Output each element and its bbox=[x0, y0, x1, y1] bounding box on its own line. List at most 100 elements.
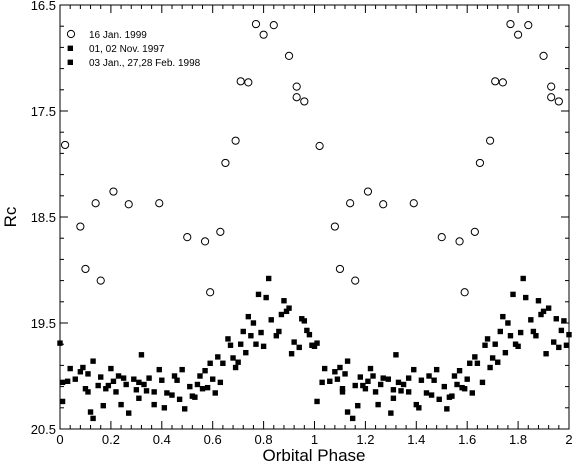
data-point-filled-square bbox=[360, 382, 366, 389]
data-point-open-circle bbox=[547, 93, 556, 102]
data-point-filled-square bbox=[469, 390, 475, 396]
x-tick-label: 1.6 bbox=[458, 432, 476, 447]
data-point-open-circle bbox=[221, 158, 230, 168]
data-point-filled-square bbox=[304, 327, 310, 334]
y-tick-label: 17.5 bbox=[31, 104, 56, 119]
data-point-filled-square bbox=[151, 389, 157, 395]
data-point-filled-square bbox=[100, 402, 106, 409]
data-point-open-circle bbox=[76, 222, 85, 231]
data-point-filled-square bbox=[136, 395, 142, 401]
data-point-open-circle bbox=[300, 97, 309, 106]
data-point-filled-square bbox=[411, 366, 417, 373]
data-point-open-circle bbox=[524, 21, 533, 30]
data-point-filled-square bbox=[370, 373, 376, 379]
data-point-filled-square bbox=[159, 377, 165, 383]
data-point-filled-square bbox=[433, 366, 440, 373]
data-point-open-circle bbox=[292, 93, 301, 102]
data-point-filled-square bbox=[566, 331, 572, 338]
data-point-filled-square bbox=[563, 342, 570, 348]
data-point-filled-square bbox=[533, 333, 539, 339]
data-point-filled-square bbox=[327, 378, 333, 384]
y-tick-label: 19.5 bbox=[31, 316, 56, 331]
data-point-filled-square bbox=[98, 374, 104, 380]
data-point-filled-square bbox=[431, 377, 437, 383]
data-point-open-circle bbox=[335, 264, 345, 274]
data-point-filled-square bbox=[59, 379, 66, 386]
data-point-filled-square bbox=[146, 375, 152, 381]
data-point-filled-square bbox=[416, 405, 422, 411]
data-point-filled-square bbox=[265, 275, 272, 282]
data-point-filled-square bbox=[352, 382, 358, 389]
data-point-filled-square bbox=[472, 354, 478, 360]
data-point-filled-square bbox=[332, 369, 338, 375]
data-point-filled-square bbox=[212, 390, 218, 396]
data-point-filled-square bbox=[413, 401, 419, 408]
data-point-filled-square bbox=[115, 373, 122, 379]
data-point-filled-square bbox=[454, 381, 460, 388]
data-point-filled-square bbox=[337, 364, 343, 371]
data-point-filled-square bbox=[118, 401, 124, 408]
data-point-filled-square bbox=[479, 379, 486, 386]
data-point-filled-square bbox=[398, 388, 404, 394]
y-tick-label: 20.5 bbox=[31, 422, 56, 437]
data-point-filled-square bbox=[400, 381, 407, 388]
data-point-open-circle bbox=[475, 158, 485, 168]
data-point-filled-square bbox=[444, 406, 450, 412]
data-point-filled-square bbox=[85, 389, 91, 395]
data-point-open-circle bbox=[547, 82, 556, 91]
data-point-filled-square bbox=[90, 358, 96, 364]
data-point-filled-square bbox=[528, 317, 534, 323]
data-point-filled-square bbox=[286, 305, 292, 311]
data-point-filled-square bbox=[232, 364, 239, 371]
data-point-filled-square bbox=[355, 402, 361, 409]
data-point-open-circle bbox=[206, 288, 215, 297]
data-point-filled-square bbox=[299, 316, 305, 322]
data-point-filled-square bbox=[253, 341, 259, 347]
data-point-open-circle bbox=[251, 19, 261, 29]
data-point-filled-square bbox=[204, 384, 211, 391]
data-point-filled-square bbox=[393, 352, 399, 358]
data-point-open-circle bbox=[109, 187, 118, 196]
data-point-filled-square bbox=[502, 349, 509, 356]
data-point-filled-square bbox=[258, 329, 264, 336]
data-point-filled-square bbox=[235, 359, 241, 365]
legend-label-series-1: 16 Jan. 1999 bbox=[89, 30, 147, 41]
data-point-filled-square bbox=[342, 371, 348, 377]
data-point-filled-square bbox=[67, 365, 73, 372]
data-point-filled-square bbox=[515, 343, 521, 350]
data-point-filled-square bbox=[339, 389, 346, 395]
data-point-open-circle bbox=[554, 97, 563, 106]
data-point-filled-square bbox=[202, 368, 208, 374]
data-point-open-circle bbox=[231, 136, 240, 145]
data-point-filled-square bbox=[199, 386, 206, 392]
data-point-filled-square bbox=[553, 316, 559, 322]
y-axis-title: Rc bbox=[1, 206, 20, 227]
data-point-open-circle bbox=[284, 51, 294, 60]
data-point-open-circle bbox=[351, 276, 360, 285]
data-point-filled-square bbox=[120, 375, 127, 381]
data-point-filled-square bbox=[495, 359, 501, 365]
data-point-open-circle bbox=[330, 222, 339, 231]
data-point-filled-square bbox=[375, 401, 381, 408]
data-point-filled-square bbox=[197, 373, 203, 379]
data-point-filled-square bbox=[179, 366, 185, 373]
data-point-filled-square bbox=[426, 373, 432, 379]
data-point-filled-square bbox=[131, 376, 137, 382]
legend-label-series-3: 03 Jan., 27,28 Feb. 1998 bbox=[89, 58, 201, 69]
x-tick-label: 0.4 bbox=[153, 432, 171, 447]
axis-ticks: 0 0.2 0.4 0.6 0.8 1 1.2 1.4 1.6 1.8 2 16.5 17.5 18.5 1… bbox=[31, 0, 572, 447]
data-point-filled-square bbox=[451, 373, 458, 379]
data-point-filled-square bbox=[314, 340, 320, 346]
data-point-filled-square bbox=[281, 298, 287, 304]
data-point-filled-square bbox=[357, 374, 364, 380]
data-point-filled-square bbox=[436, 396, 442, 403]
data-point-open-circle bbox=[379, 200, 388, 209]
data-point-open-circle bbox=[124, 200, 133, 209]
legend-marker-filled-square-1 bbox=[67, 45, 73, 51]
data-point-filled-square bbox=[268, 317, 274, 323]
data-point-filled-square bbox=[192, 394, 198, 400]
legend-label-series-2: 01, 02 Nov. 1997 bbox=[89, 44, 165, 55]
data-point-filled-square bbox=[82, 386, 89, 392]
data-point-filled-square bbox=[291, 339, 297, 345]
data-point-open-circle bbox=[244, 78, 253, 87]
